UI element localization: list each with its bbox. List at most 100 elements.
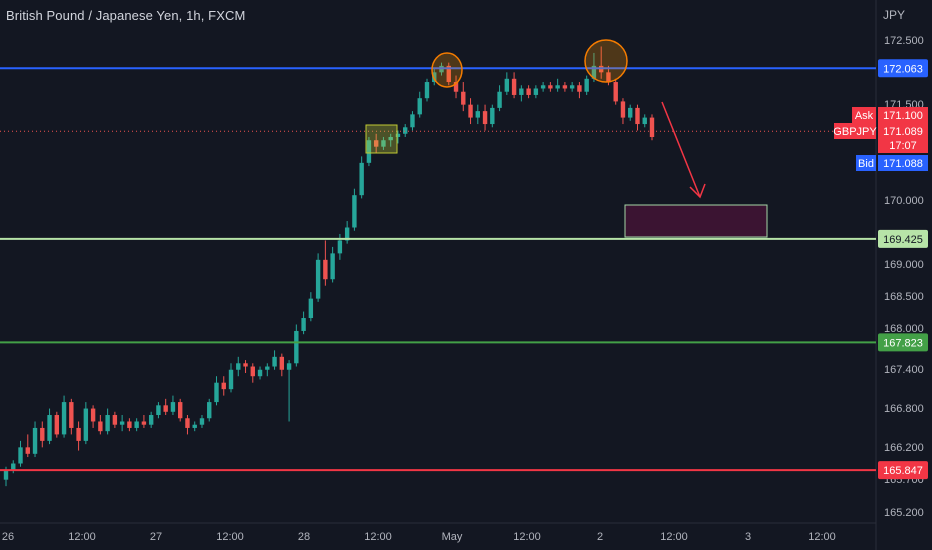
- price-tick-label: 166.200: [884, 442, 924, 454]
- support-2-tag: [878, 333, 928, 352]
- candle-body: [453, 82, 459, 92]
- candle-body: [432, 72, 437, 83]
- symbol-tag-bg: [834, 123, 876, 139]
- candle-body: [25, 447, 30, 454]
- candle-body: [236, 363, 241, 370]
- candle-body: [555, 85, 560, 89]
- candle-body: [642, 117, 647, 125]
- candle-body: [344, 227, 350, 241]
- price-tick-label: 167.400: [884, 364, 924, 376]
- price-tick-label: 168.500: [884, 291, 924, 303]
- candle-body: [243, 363, 248, 367]
- candle-body: [315, 259, 321, 299]
- candle-body: [272, 356, 277, 367]
- candle-body: [18, 447, 23, 464]
- time-tick-label: 26: [2, 531, 14, 543]
- candle-body: [511, 78, 517, 95]
- candle-body: [424, 82, 430, 99]
- candle-body: [134, 421, 139, 428]
- candle-body: [504, 78, 510, 92]
- candle-body: [337, 240, 343, 254]
- candle-body: [366, 140, 372, 163]
- candle-body: [569, 85, 575, 89]
- candle-body: [417, 98, 422, 115]
- time-tick-label: 28: [298, 531, 310, 543]
- candle-body: [562, 85, 568, 89]
- time-tick-label: 12:00: [808, 531, 836, 543]
- candle-body: [591, 65, 597, 79]
- candle-body: [32, 427, 38, 454]
- candle-body: [148, 415, 154, 425]
- candle-body: [170, 402, 176, 412]
- consolidation-box: [365, 124, 398, 154]
- ask-value-bg: [878, 107, 928, 123]
- last-price-tag: [878, 123, 928, 153]
- candle-body: [257, 369, 263, 377]
- support-1-tag: [878, 229, 928, 248]
- candle-body: [395, 133, 401, 137]
- candle-body: [61, 402, 67, 435]
- candle-body: [482, 111, 488, 125]
- time-tick-label: 12:00: [513, 531, 541, 543]
- candle-body: [577, 85, 582, 92]
- candle-body: [54, 415, 60, 435]
- candle-body: [533, 88, 539, 95]
- resistance-tag: [878, 59, 928, 78]
- time-tick-label: 2: [597, 531, 603, 543]
- candle-body: [69, 402, 74, 428]
- candle-body: [548, 85, 553, 89]
- candle-body: [112, 415, 118, 425]
- candle-body: [613, 82, 618, 102]
- symbol-label: GBPJPY: [833, 126, 877, 138]
- candle-body: [228, 369, 234, 390]
- candle-body: [475, 111, 480, 118]
- time-tick-label: 12:00: [364, 531, 392, 543]
- time-tick-label: May: [442, 531, 463, 543]
- candle-body: [308, 298, 314, 319]
- time-tick-label: 12:00: [216, 531, 244, 543]
- down-arrow: [661, 101, 701, 198]
- candle-body: [90, 408, 96, 422]
- candle-body: [221, 382, 226, 390]
- candle-body: [606, 72, 611, 83]
- candle-body: [526, 88, 531, 95]
- candle-body: [105, 415, 110, 432]
- candle-body: [497, 91, 502, 108]
- support-3-price-label: 165.847: [883, 465, 923, 477]
- candle-body: [649, 117, 655, 137]
- price-tick-label: 170.000: [884, 195, 924, 207]
- candle-body: [192, 424, 197, 428]
- ask-tag-label-bg: [852, 107, 876, 123]
- candle-body: [127, 421, 132, 428]
- candle-body: [584, 78, 589, 92]
- support-2-price-label: 167.823: [883, 337, 923, 349]
- candle-body: [141, 421, 147, 425]
- last-price-value: 171.089: [883, 126, 923, 138]
- candle-body: [265, 366, 270, 370]
- candle-countdown: 17:07: [889, 140, 917, 152]
- candle-body: [628, 107, 633, 118]
- price-tick-label: 172.500: [884, 35, 924, 47]
- candle-body: [359, 162, 364, 196]
- bid-value: 171.088: [883, 158, 923, 170]
- bid-label: Bid: [858, 158, 874, 170]
- candle-body: [3, 469, 9, 480]
- down-arrow-head: [689, 183, 706, 199]
- candle-body: [163, 405, 168, 412]
- candle-body: [286, 363, 292, 370]
- candle-body: [40, 427, 45, 441]
- price-tick-label: 169.000: [884, 259, 924, 271]
- resistance-price-label: 172.063: [883, 63, 923, 75]
- candle-body: [461, 91, 466, 105]
- candle-body: [323, 259, 328, 280]
- price-tick-label: 165.200: [884, 507, 924, 519]
- currency-label: JPY: [882, 8, 905, 22]
- candle-body: [388, 136, 393, 141]
- candle-body: [468, 104, 473, 118]
- candle-body: [620, 101, 626, 118]
- price-tick-label: 166.800: [884, 403, 924, 415]
- candle-body: [199, 418, 205, 425]
- candle-body: [635, 107, 640, 125]
